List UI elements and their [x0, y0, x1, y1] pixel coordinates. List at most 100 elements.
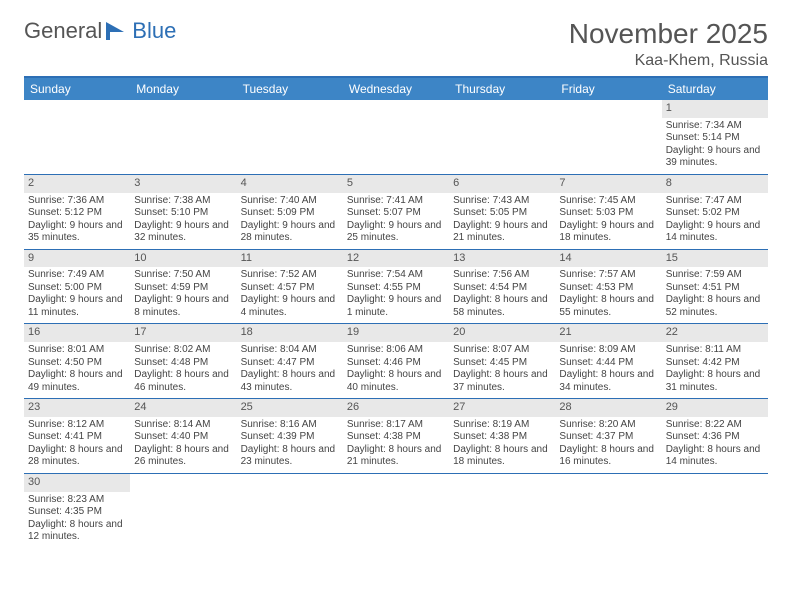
calendar-day-cell: 13Sunrise: 7:56 AMSunset: 4:54 PMDayligh…: [449, 249, 555, 324]
logo: General Blue: [24, 18, 176, 44]
day-sunset: Sunset: 5:03 PM: [559, 207, 657, 220]
day-number: 25: [237, 399, 343, 417]
day-body: Sunrise: 8:02 AMSunset: 4:48 PMDaylight:…: [130, 342, 236, 398]
calendar-week-row: 1Sunrise: 7:34 AMSunset: 5:14 PMDaylight…: [24, 100, 768, 174]
day-number: 27: [449, 399, 555, 417]
day-number: 10: [130, 250, 236, 268]
calendar-day-cell: 7Sunrise: 7:45 AMSunset: 5:03 PMDaylight…: [555, 174, 661, 249]
calendar-day-cell: 24Sunrise: 8:14 AMSunset: 4:40 PMDayligh…: [130, 399, 236, 474]
calendar-day-cell: 3Sunrise: 7:38 AMSunset: 5:10 PMDaylight…: [130, 174, 236, 249]
day-sunrise: Sunrise: 7:49 AM: [28, 269, 126, 282]
day-sunrise: Sunrise: 7:34 AM: [666, 120, 764, 133]
day-of-week-row: SundayMondayTuesdayWednesdayThursdayFrid…: [24, 78, 768, 100]
day-body: Sunrise: 7:54 AMSunset: 4:55 PMDaylight:…: [343, 267, 449, 323]
day-daylight: Daylight: 8 hours and 49 minutes.: [28, 369, 126, 394]
day-sunset: Sunset: 4:57 PM: [241, 282, 339, 295]
day-number: 28: [555, 399, 661, 417]
day-sunset: Sunset: 4:53 PM: [559, 282, 657, 295]
day-body: Sunrise: 8:17 AMSunset: 4:38 PMDaylight:…: [343, 417, 449, 473]
day-sunset: Sunset: 4:38 PM: [347, 431, 445, 444]
day-sunset: Sunset: 5:00 PM: [28, 282, 126, 295]
day-sunrise: Sunrise: 8:11 AM: [666, 344, 764, 357]
day-sunrise: Sunrise: 8:16 AM: [241, 419, 339, 432]
day-number: 1: [662, 100, 768, 118]
day-body: Sunrise: 7:38 AMSunset: 5:10 PMDaylight:…: [130, 193, 236, 249]
day-sunset: Sunset: 4:51 PM: [666, 282, 764, 295]
calendar-empty-cell: [130, 473, 236, 547]
day-body: Sunrise: 7:34 AMSunset: 5:14 PMDaylight:…: [662, 118, 768, 174]
day-body: Sunrise: 8:19 AMSunset: 4:38 PMDaylight:…: [449, 417, 555, 473]
calendar-day-cell: 4Sunrise: 7:40 AMSunset: 5:09 PMDaylight…: [237, 174, 343, 249]
day-number: 12: [343, 250, 449, 268]
day-daylight: Daylight: 9 hours and 18 minutes.: [559, 220, 657, 245]
calendar-day-cell: 14Sunrise: 7:57 AMSunset: 4:53 PMDayligh…: [555, 249, 661, 324]
logo-text-right: Blue: [132, 18, 176, 44]
day-number: 29: [662, 399, 768, 417]
day-daylight: Daylight: 8 hours and 18 minutes.: [453, 444, 551, 469]
day-number: 4: [237, 175, 343, 193]
calendar-empty-cell: [24, 100, 130, 174]
day-sunset: Sunset: 4:46 PM: [347, 357, 445, 370]
calendar-empty-cell: [237, 473, 343, 547]
calendar-empty-cell: [343, 473, 449, 547]
calendar-day-cell: 8Sunrise: 7:47 AMSunset: 5:02 PMDaylight…: [662, 174, 768, 249]
day-daylight: Daylight: 9 hours and 1 minute.: [347, 294, 445, 319]
calendar-day-cell: 9Sunrise: 7:49 AMSunset: 5:00 PMDaylight…: [24, 249, 130, 324]
day-number: 17: [130, 324, 236, 342]
day-body: Sunrise: 8:09 AMSunset: 4:44 PMDaylight:…: [555, 342, 661, 398]
day-daylight: Daylight: 9 hours and 32 minutes.: [134, 220, 232, 245]
day-number: 26: [343, 399, 449, 417]
day-daylight: Daylight: 8 hours and 58 minutes.: [453, 294, 551, 319]
day-sunrise: Sunrise: 8:06 AM: [347, 344, 445, 357]
calendar-day-cell: 27Sunrise: 8:19 AMSunset: 4:38 PMDayligh…: [449, 399, 555, 474]
day-daylight: Daylight: 8 hours and 40 minutes.: [347, 369, 445, 394]
day-body: Sunrise: 7:40 AMSunset: 5:09 PMDaylight:…: [237, 193, 343, 249]
day-sunrise: Sunrise: 8:09 AM: [559, 344, 657, 357]
day-daylight: Daylight: 8 hours and 12 minutes.: [28, 519, 126, 544]
calendar-body: 1Sunrise: 7:34 AMSunset: 5:14 PMDaylight…: [24, 100, 768, 548]
day-sunset: Sunset: 4:44 PM: [559, 357, 657, 370]
day-body: Sunrise: 7:52 AMSunset: 4:57 PMDaylight:…: [237, 267, 343, 323]
day-sunrise: Sunrise: 7:43 AM: [453, 195, 551, 208]
calendar-day-cell: 17Sunrise: 8:02 AMSunset: 4:48 PMDayligh…: [130, 324, 236, 399]
day-of-week-header: Saturday: [662, 78, 768, 100]
day-number: 22: [662, 324, 768, 342]
day-daylight: Daylight: 9 hours and 28 minutes.: [241, 220, 339, 245]
day-number: 24: [130, 399, 236, 417]
day-sunrise: Sunrise: 8:02 AM: [134, 344, 232, 357]
day-sunrise: Sunrise: 7:45 AM: [559, 195, 657, 208]
day-number: 2: [24, 175, 130, 193]
calendar-day-cell: 1Sunrise: 7:34 AMSunset: 5:14 PMDaylight…: [662, 100, 768, 174]
calendar-day-cell: 21Sunrise: 8:09 AMSunset: 4:44 PMDayligh…: [555, 324, 661, 399]
calendar-day-cell: 25Sunrise: 8:16 AMSunset: 4:39 PMDayligh…: [237, 399, 343, 474]
day-daylight: Daylight: 9 hours and 4 minutes.: [241, 294, 339, 319]
location: Kaa-Khem, Russia: [569, 52, 768, 70]
day-daylight: Daylight: 9 hours and 35 minutes.: [28, 220, 126, 245]
calendar-day-cell: 18Sunrise: 8:04 AMSunset: 4:47 PMDayligh…: [237, 324, 343, 399]
day-number: 18: [237, 324, 343, 342]
day-body: Sunrise: 7:36 AMSunset: 5:12 PMDaylight:…: [24, 193, 130, 249]
day-body: Sunrise: 8:01 AMSunset: 4:50 PMDaylight:…: [24, 342, 130, 398]
day-daylight: Daylight: 9 hours and 14 minutes.: [666, 220, 764, 245]
day-body: Sunrise: 8:14 AMSunset: 4:40 PMDaylight:…: [130, 417, 236, 473]
day-of-week-header: Sunday: [24, 78, 130, 100]
day-sunrise: Sunrise: 8:14 AM: [134, 419, 232, 432]
day-body: Sunrise: 7:57 AMSunset: 4:53 PMDaylight:…: [555, 267, 661, 323]
calendar-empty-cell: [343, 100, 449, 174]
day-body: Sunrise: 7:43 AMSunset: 5:05 PMDaylight:…: [449, 193, 555, 249]
day-sunset: Sunset: 5:14 PM: [666, 132, 764, 145]
day-sunrise: Sunrise: 8:12 AM: [28, 419, 126, 432]
day-number: 20: [449, 324, 555, 342]
day-sunset: Sunset: 5:05 PM: [453, 207, 551, 220]
day-number: 19: [343, 324, 449, 342]
logo-flag-icon: [106, 22, 128, 40]
day-body: Sunrise: 8:07 AMSunset: 4:45 PMDaylight:…: [449, 342, 555, 398]
header: General Blue November 2025 Kaa-Khem, Rus…: [24, 18, 768, 78]
day-of-week-header: Friday: [555, 78, 661, 100]
day-daylight: Daylight: 8 hours and 52 minutes.: [666, 294, 764, 319]
day-sunset: Sunset: 5:12 PM: [28, 207, 126, 220]
day-body: Sunrise: 7:47 AMSunset: 5:02 PMDaylight:…: [662, 193, 768, 249]
day-body: Sunrise: 8:06 AMSunset: 4:46 PMDaylight:…: [343, 342, 449, 398]
calendar-empty-cell: [449, 473, 555, 547]
day-sunset: Sunset: 4:50 PM: [28, 357, 126, 370]
